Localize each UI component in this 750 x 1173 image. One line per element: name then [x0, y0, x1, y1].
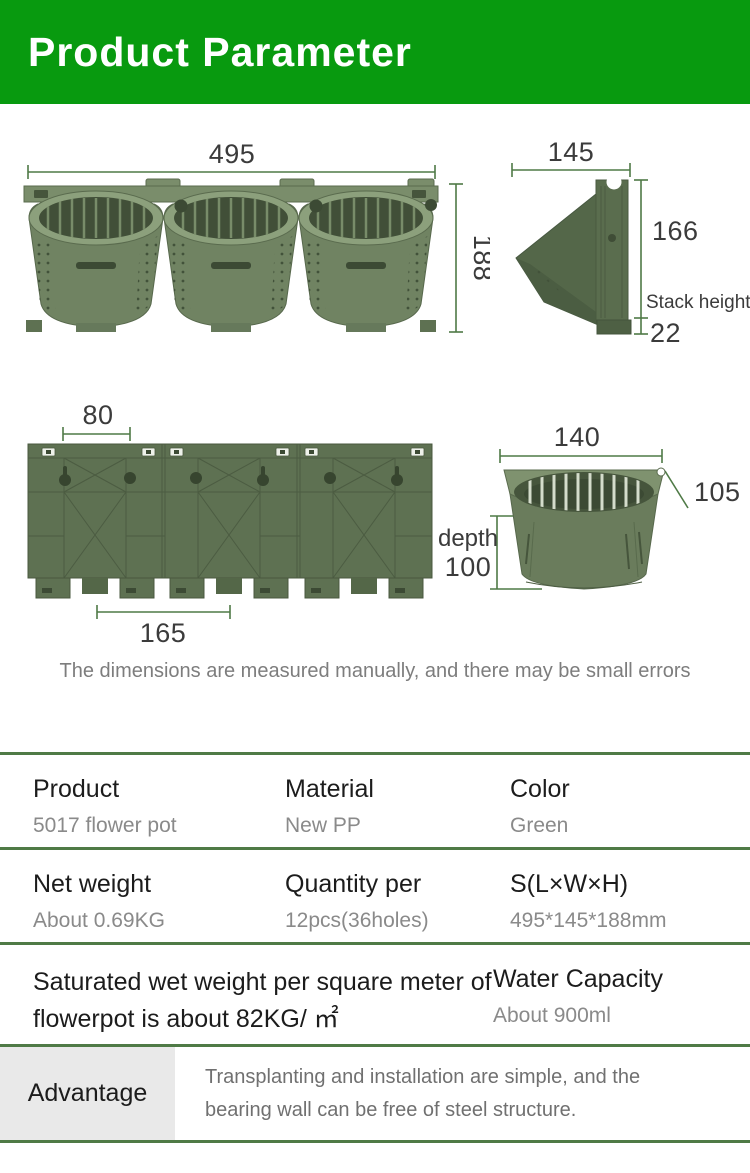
single-pot-diagram: 140 105 depth 100: [438, 422, 741, 590]
front-width-label: 495: [209, 139, 256, 169]
front-width-dimension: [27, 165, 436, 179]
back-slot-dimension: [62, 427, 131, 441]
pot-width-dimension: [499, 449, 663, 463]
side-view-diagram: 145 166 Stack heig: [511, 137, 750, 348]
back-slot-label: 80: [82, 400, 113, 430]
spec-cell-product: Product 5017 flower pot: [33, 755, 285, 847]
front-view-diagram: 495 188: [23, 139, 490, 333]
spec-value: 12pcs(36holes): [285, 909, 429, 932]
spec-cell-material: Material New PP: [285, 755, 510, 847]
advantage-label: Advantage: [0, 1047, 175, 1140]
side-height-label: 166: [652, 216, 699, 246]
spec-label: Water Capacity: [493, 965, 663, 993]
back-foot-dimension: [96, 605, 231, 619]
pot-width-label: 140: [554, 422, 601, 452]
back-panel-illustration: [27, 443, 433, 599]
spec-label: S(L×W×H): [510, 870, 629, 898]
spec-value: 495*145*188mm: [510, 909, 667, 932]
spec-cell-water-capacity: Water Capacity About 900ml: [493, 945, 750, 1044]
spec-value: 5017 flower pot: [33, 814, 177, 837]
spec-value: About 900ml: [493, 1004, 611, 1027]
spec-cell-net-weight: Net weight About 0.69KG: [33, 850, 285, 942]
spec-value: Green: [510, 814, 569, 837]
side-width-label: 145: [548, 137, 595, 167]
spec-cell-color: Color Green: [510, 755, 750, 847]
spec-row-advantage: Advantage Transplanting and installation…: [0, 1047, 750, 1143]
spec-cell-size: S(L×W×H) 495*145*188mm: [510, 850, 750, 942]
header-banner: Product Parameter: [0, 0, 750, 104]
planter-front-illustration: [23, 178, 439, 332]
single-pot-illustration: [503, 467, 666, 590]
stack-height-label: Stack height: [646, 292, 750, 313]
spec-label: Quantity per: [285, 870, 422, 898]
spec-label: Color: [510, 775, 570, 803]
spec-cell-quantity: Quantity per 12pcs(36holes): [285, 850, 510, 942]
pot-depth-value: 100: [445, 552, 492, 582]
spec-row-2: Net weight About 0.69KG Quantity per 12p…: [0, 850, 750, 945]
measurement-note: The dimensions are measured manually, an…: [59, 660, 691, 682]
spec-table: Product 5017 flower pot Material New PP …: [0, 752, 750, 1143]
dimension-diagrams: 495 188: [0, 104, 750, 752]
spec-row-1: Product 5017 flower pot Material New PP …: [0, 755, 750, 850]
spec-value: New PP: [285, 814, 361, 837]
spec-label: Product: [33, 775, 120, 803]
advantage-description: Transplanting and installation are simpl…: [205, 1065, 641, 1121]
side-height-dimension: [634, 179, 648, 335]
spec-value: About 0.69KG: [33, 909, 165, 932]
back-foot-label: 165: [140, 618, 187, 648]
page-title: Product Parameter: [28, 28, 412, 75]
back-panel-diagram: 80: [27, 400, 433, 648]
side-width-dimension: [511, 163, 631, 177]
front-height-dimension: [449, 183, 463, 333]
stack-height-value: 22: [650, 318, 681, 348]
front-height-label: 188: [468, 235, 490, 282]
pot-rim-dimension-line: [664, 470, 689, 509]
spec-row-3: Saturated wet weight per square meter of…: [0, 945, 750, 1047]
bracket-side-illustration: [515, 174, 632, 335]
saturated-weight-statement: Saturated wet weight per square meter of…: [33, 968, 492, 1033]
pot-rim-label: 105: [694, 477, 741, 507]
pot-depth-label: depth: [438, 525, 498, 552]
spec-label: Material: [285, 775, 374, 803]
spec-label: Net weight: [33, 870, 152, 898]
